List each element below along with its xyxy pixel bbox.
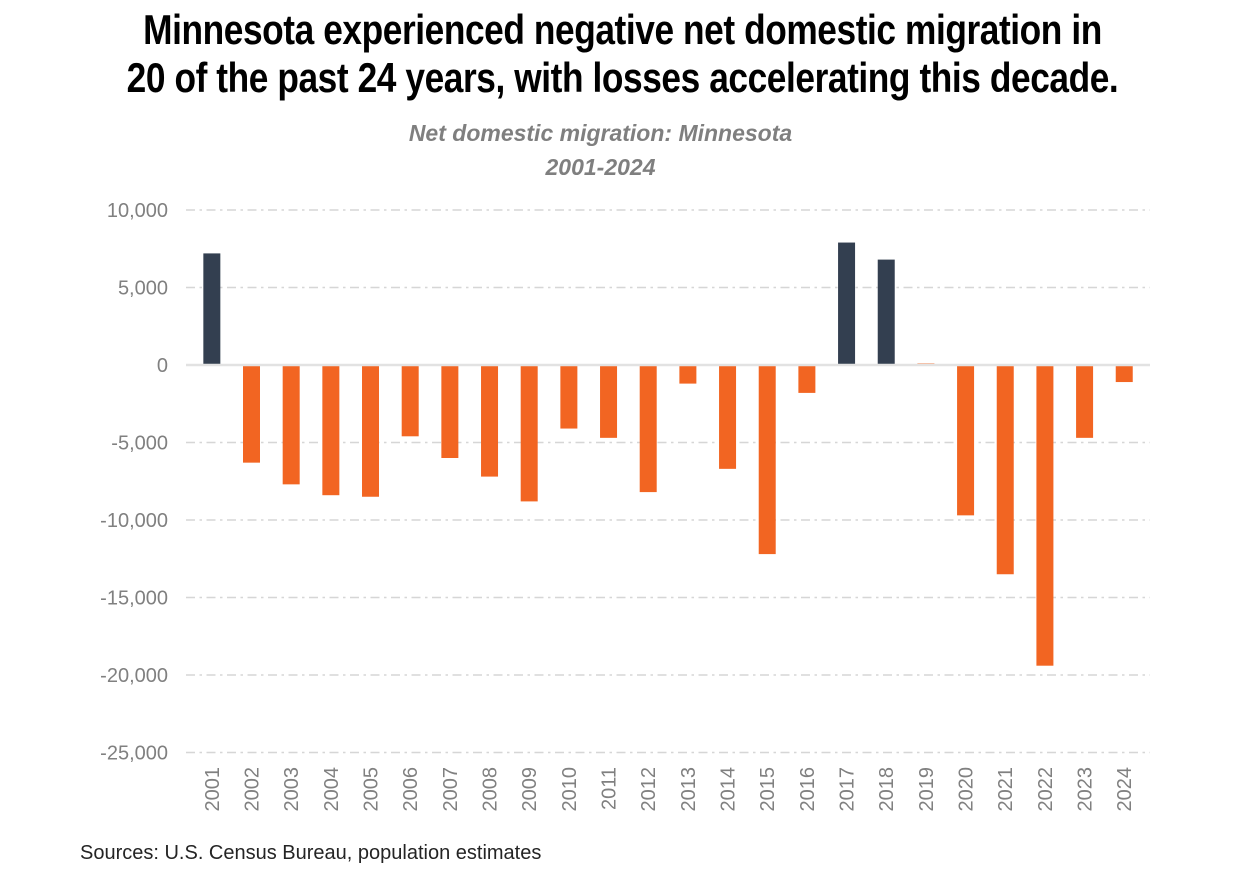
- bar-2021: [996, 365, 1014, 575]
- bar-2010: [560, 365, 578, 429]
- x-axis-label-2018: 2018: [876, 767, 898, 812]
- x-axis-label-2002: 2002: [242, 767, 264, 812]
- x-axis-label-2015: 2015: [757, 767, 779, 812]
- bar-2012: [639, 365, 657, 493]
- bar-2024: [1115, 365, 1133, 383]
- bar-2013: [679, 365, 697, 384]
- x-axis-label-2013: 2013: [678, 767, 700, 812]
- bar-2022: [1036, 365, 1054, 666]
- bar-2006: [401, 365, 419, 437]
- x-axis-label-2024: 2024: [1114, 767, 1136, 812]
- bar-2002: [243, 365, 260, 463]
- chart-subtitle-line-1: Net domestic migration: Minnesota: [408, 120, 793, 146]
- page-title-line-1: Minnesota experienced negative net domes…: [143, 6, 1102, 53]
- x-axis-label-2020: 2020: [956, 767, 978, 812]
- chart-subtitle-line-2: 2001-2024: [545, 154, 656, 180]
- y-axis-label--20000: -20,000: [100, 665, 168, 687]
- x-axis-label-2021: 2021: [995, 767, 1017, 812]
- bar-2016: [798, 365, 816, 393]
- x-axis-label-2008: 2008: [480, 767, 502, 812]
- y-axis-label-5000: 5,000: [118, 278, 168, 300]
- bar-2020: [957, 365, 975, 516]
- y-axis-label--25000: -25,000: [100, 743, 168, 765]
- bar-2009: [520, 365, 538, 502]
- bar-2005: [362, 365, 380, 497]
- x-axis-label-2010: 2010: [559, 767, 581, 812]
- bar-2004: [322, 365, 340, 496]
- bar-2017: [838, 242, 856, 365]
- chart-subtitle: Net domestic migration: Minnesota 2001-2…: [0, 116, 1223, 184]
- y-axis-label--15000: -15,000: [100, 588, 168, 610]
- page-title-line-2: 20 of the past 24 years, with losses acc…: [126, 54, 1119, 101]
- migration-bar-chart: 10,000 5,000 0 -5,000 -10,000 -15,000 -20,000 -…: [0, 190, 1245, 835]
- x-axis-label-2016: 2016: [797, 767, 819, 812]
- x-axis-label-2022: 2022: [1035, 767, 1057, 812]
- bar-2015: [758, 365, 776, 555]
- bar-2001: [203, 253, 221, 365]
- x-axis-label-2007: 2007: [440, 767, 462, 812]
- page-title: Minnesota experienced negative net domes…: [0, 6, 1245, 102]
- y-axis-label-10000: 10,000: [107, 200, 168, 222]
- x-axis-label-2004: 2004: [321, 767, 343, 812]
- bar-2014: [719, 365, 737, 469]
- chart-canvas: 10,000 5,000 0 -5,000 -10,000 -15,000 -20,000 -…: [100, 200, 1150, 812]
- x-axis-label-2006: 2006: [400, 767, 422, 812]
- x-axis-label-2005: 2005: [361, 767, 383, 812]
- bar-2023: [1076, 365, 1094, 438]
- bar-2003: [282, 365, 300, 485]
- x-axis-label-2019: 2019: [916, 767, 938, 812]
- bar-2011: [600, 365, 618, 438]
- y-axis-label--10000: -10,000: [100, 510, 168, 532]
- bar-2018: [877, 259, 895, 365]
- y-axis-label--5000: -5,000: [111, 433, 168, 455]
- x-axis-label-2014: 2014: [718, 767, 740, 812]
- x-axis-label-2009: 2009: [519, 767, 541, 812]
- x-axis-label-2017: 2017: [837, 767, 859, 812]
- y-axis-label-0: 0: [157, 355, 168, 377]
- x-axis-label-2003: 2003: [281, 767, 303, 812]
- bar-2007: [441, 365, 459, 458]
- x-axis-label-2011: 2011: [599, 767, 621, 810]
- x-axis-label-2023: 2023: [1075, 767, 1097, 812]
- x-axis-label-2001: 2001: [202, 767, 224, 812]
- source-note: Sources: U.S. Census Bureau, population …: [80, 842, 542, 864]
- bar-2008: [481, 365, 499, 477]
- x-axis-label-2012: 2012: [638, 767, 660, 812]
